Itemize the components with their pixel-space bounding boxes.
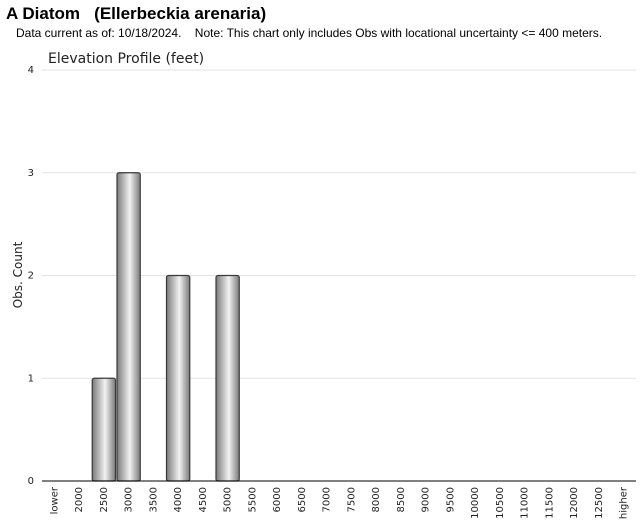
x-tick-label: 7500 bbox=[346, 487, 357, 512]
chart-title: Elevation Profile (feet) bbox=[48, 51, 204, 67]
x-tick-label: 6500 bbox=[297, 487, 308, 512]
x-tick-label: 5500 bbox=[247, 487, 258, 512]
x-tick-label: 4500 bbox=[198, 487, 209, 512]
x-tick-label: 8000 bbox=[371, 487, 382, 512]
x-tick-label: 10500 bbox=[495, 487, 506, 519]
bar-2500 bbox=[91, 377, 117, 482]
x-tick-label: 3000 bbox=[124, 487, 135, 512]
x-tick-label: 5000 bbox=[223, 487, 234, 512]
x-tick-label: 2500 bbox=[99, 487, 110, 512]
x-tick-label: lower bbox=[49, 486, 60, 514]
x-tick-label: 11500 bbox=[544, 487, 555, 519]
x-tick-label: 12000 bbox=[569, 487, 580, 519]
x-ticks: lower 2000 2500 3000 3500 4000 4500 5000 5500 600… bbox=[49, 486, 629, 519]
y-ticks: 0 1 2 3 4 bbox=[28, 65, 34, 487]
x-tick-label: higher bbox=[619, 486, 630, 519]
x-tick-label: 11000 bbox=[520, 487, 531, 519]
x-tick-label: 8500 bbox=[396, 487, 407, 512]
x-tick-label: 12500 bbox=[594, 487, 605, 519]
bar-3000 bbox=[116, 172, 141, 482]
x-tick-label: 3500 bbox=[148, 487, 159, 512]
x-tick-label: 2000 bbox=[74, 487, 85, 512]
y-axis-label: Obs. Count bbox=[11, 241, 25, 308]
x-tick-label: 7000 bbox=[322, 487, 333, 512]
gridlines bbox=[42, 69, 636, 379]
bar-5000 bbox=[215, 274, 240, 482]
y-tick-label: 3 bbox=[28, 168, 34, 179]
y-tick-label: 0 bbox=[28, 476, 34, 487]
bar-4000 bbox=[165, 274, 191, 482]
x-tick-label: 6000 bbox=[272, 487, 283, 512]
y-tick-label: 4 bbox=[28, 65, 34, 76]
x-tick-label: 4000 bbox=[173, 487, 184, 512]
x-tick-label: 9500 bbox=[445, 487, 456, 512]
page-title: A Diatom (Ellerbeckia arenaria) bbox=[6, 4, 267, 23]
bars bbox=[91, 172, 240, 482]
data-note: Data current as of: 10/18/2024. Note: Th… bbox=[16, 26, 603, 40]
x-tick-label: 10000 bbox=[470, 487, 481, 519]
y-tick-label: 1 bbox=[28, 373, 34, 384]
x-tick-label: 9000 bbox=[421, 487, 432, 512]
y-tick-label: 2 bbox=[28, 271, 34, 282]
